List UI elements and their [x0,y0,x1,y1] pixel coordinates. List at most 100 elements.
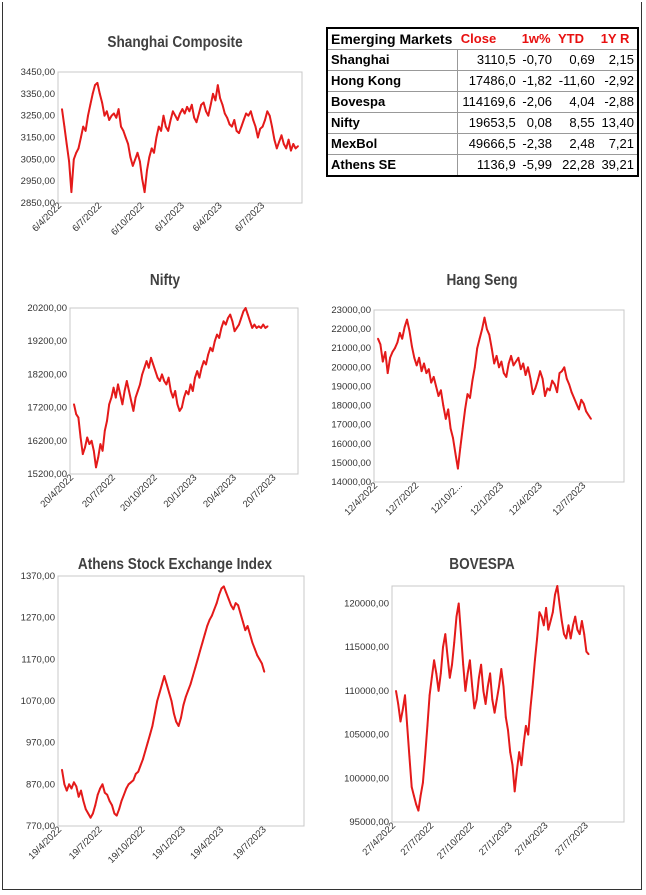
data-point [211,614,213,617]
data-point [590,418,592,420]
data-point [75,413,78,416]
data-point [484,703,487,705]
data-point [164,125,167,128]
data-point [91,92,94,95]
chart-svg: 1370,00 1270,00 1170,00 1070,00 970,00 870,00… [21,571,305,866]
data-point [63,783,66,786]
data-point [169,119,172,121]
data-point [539,370,541,373]
data-point [205,363,207,366]
series-line [377,316,592,470]
data-point [580,398,583,401]
y-tick-label: 23000,00 [331,305,371,316]
data-point [193,116,196,119]
data-point [182,704,185,707]
data-point [68,160,70,163]
data-point [483,316,486,319]
data-point [536,379,539,382]
data-point [110,396,113,399]
data-point [527,366,529,369]
data-point [95,466,97,469]
data-point [218,593,221,596]
data-point [259,127,262,130]
data-point [466,672,469,675]
data-point [214,99,217,102]
data-point [473,707,476,710]
chart-nifty: 20200,00 19200,00 18200,00 17200,00 16200,00… [10,268,320,538]
chart-title: Nifty [149,272,181,289]
data-point [146,741,149,744]
data-point [430,381,433,384]
data-point [294,147,297,150]
data-point [516,768,518,771]
data-point [194,376,196,379]
data-point [142,758,144,761]
data-point [127,143,129,145]
data-point [448,676,451,679]
data-point [575,402,578,405]
data-point [120,125,122,128]
y-tick-label: 95000,00 [349,817,389,828]
data-point [213,608,216,611]
data-point [440,389,442,392]
data-point [117,108,120,110]
data-point [495,698,498,701]
data-point [413,794,415,797]
data-point [226,116,229,119]
data-point [89,103,92,106]
row-ytd: 4,04 [555,91,598,113]
data-point [257,136,259,139]
data-point [502,372,505,374]
y-tick-label: 18200,00 [27,369,67,380]
data-point [220,587,223,590]
data-point [278,141,280,143]
data-point [397,703,400,705]
x-tick-label: 19/7/2023 [231,824,269,862]
data-point [437,395,440,397]
data-point [565,377,568,380]
data-point [275,147,278,150]
x-tick-label: 19/10/2022 [106,824,147,865]
data-point [444,418,447,420]
data-point [156,376,159,379]
data-point [578,633,581,635]
data-point [137,770,140,773]
data-point [70,191,73,194]
data-point [548,389,551,392]
data-point [199,650,201,652]
data-point [251,327,254,329]
data-point [252,119,255,121]
data-point [244,307,247,309]
data-point [219,97,222,100]
data-point [435,385,437,388]
data-point [82,125,85,128]
data-point [520,764,523,767]
row-name: Nifty [327,112,459,134]
data-point [235,130,238,132]
data-point [178,410,181,412]
data-point [263,670,266,673]
row-ytd: -11,60 [555,70,598,92]
chart-title: Shanghai Composite [107,34,243,51]
data-point [239,612,242,615]
data-point [176,119,179,121]
row-1y: 13,40 [597,112,638,134]
data-point [113,112,115,115]
row-1y: 7,21 [597,133,638,155]
data-point [103,429,106,432]
data-point [96,793,99,796]
data-point [101,449,104,452]
data-point [471,379,474,382]
data-point [90,439,93,442]
data-point [212,92,214,95]
data-point [554,593,556,596]
row-1w: -5,99 [518,154,555,176]
data-point [507,729,509,732]
data-point [469,397,471,399]
data-point [65,143,68,145]
chart-title: BOVESPA [449,556,515,573]
data-point [87,812,90,815]
data-point [139,383,141,386]
x-tick-label: 27/1/2023 [477,820,515,858]
data-point [271,125,273,128]
